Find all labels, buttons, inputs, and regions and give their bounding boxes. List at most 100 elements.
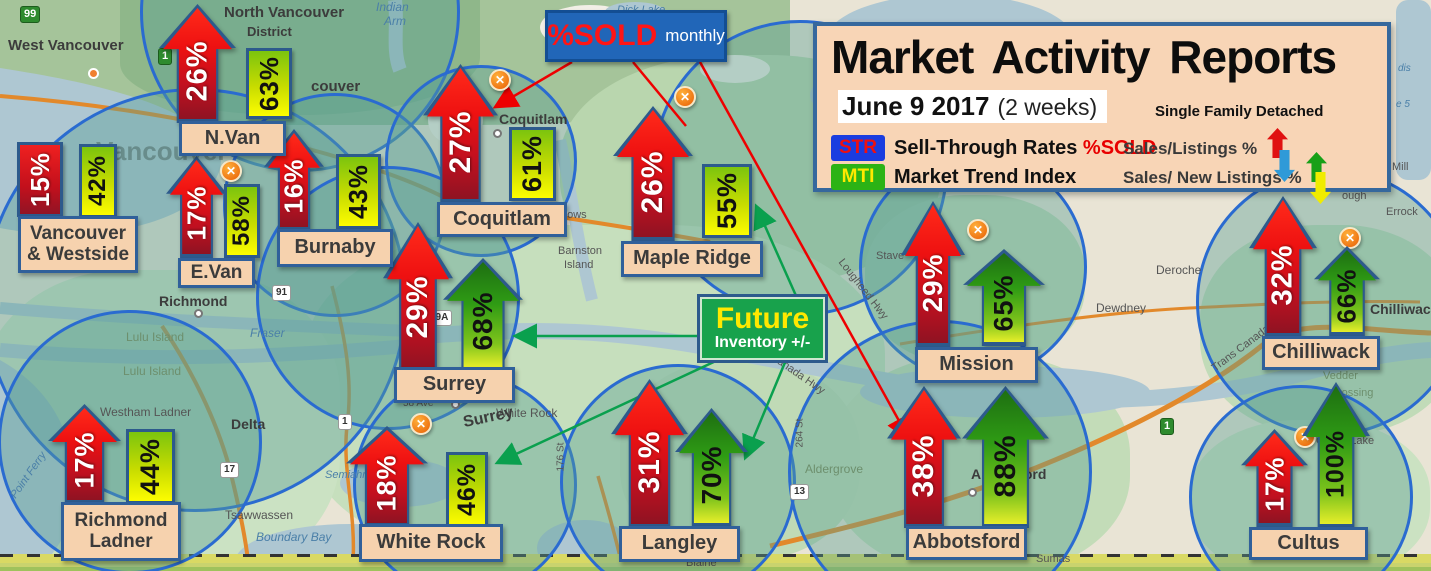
road-shield: 99 <box>20 6 41 24</box>
mti-box-mapleridge: 55% <box>702 164 752 238</box>
map-label: North Vancouver <box>224 4 345 21</box>
str-arrow-abbotsford: 38% <box>887 386 961 528</box>
mti-definition: Market Trend Index <box>894 166 1077 188</box>
str-formula: Sales/Listings % <box>1123 139 1258 158</box>
str-arrow-mission: 29% <box>901 201 965 347</box>
mti-arrow-langley: 70% <box>675 408 748 527</box>
map-label: Fraser <box>250 326 285 340</box>
road-shield: 1 <box>158 48 173 66</box>
city-marker-icon <box>493 129 502 138</box>
map-label: Aldergrove <box>805 462 864 476</box>
map-label: Lulu Island <box>123 364 182 378</box>
sold-callout-label: %SOLD <box>547 19 658 52</box>
mti-formula: Sales/ New Listings % <box>1123 168 1302 187</box>
map-label: Stave <box>876 250 905 262</box>
map-label: Mill <box>1392 161 1409 173</box>
str-arrow-evan: 17% <box>166 156 227 258</box>
str-arrow-whiterock: 18% <box>346 426 428 527</box>
close-marker-icon[interactable]: ✕ <box>1339 227 1361 249</box>
region-label-evan: E.Van <box>178 258 255 288</box>
region-label-chilliwack: Chilliwack <box>1262 336 1380 370</box>
close-marker-icon[interactable]: ✕ <box>674 86 696 108</box>
map-label: 176 St <box>555 442 567 472</box>
map-label: dis <box>1398 63 1411 74</box>
map-label: West Vancouver <box>8 37 124 54</box>
region-label-vancouver: Vancouver & Westside <box>18 216 138 273</box>
str-arrow-cultus: 17% <box>1241 429 1308 527</box>
close-marker-icon[interactable]: ✕ <box>410 413 432 435</box>
region-label-langley: Langley <box>619 526 740 562</box>
map-label: Arm <box>384 14 406 28</box>
report-date-value: June 9 2017 <box>842 91 990 121</box>
map-label: District <box>247 24 292 39</box>
report-date: June 9 2017 (2 weeks) <box>838 90 1108 123</box>
map-label: Richmond <box>159 293 228 309</box>
map-label: Barnston <box>558 245 603 257</box>
map-label: Errock <box>1386 206 1418 218</box>
mti-arrow-mission: 65% <box>963 249 1045 346</box>
map-pin-icon <box>88 68 99 79</box>
page-title: Market Activity Reports <box>831 31 1337 83</box>
str-arrow-nvan: 26% <box>159 4 236 123</box>
mti-arrow-chilliwack: 66% <box>1314 246 1380 336</box>
region-label-burnaby: Burnaby <box>277 229 393 267</box>
mti-box-nvan: 63% <box>246 48 292 119</box>
property-type-label: Single Family Detached <box>1155 103 1324 120</box>
mti-box-richmond: 44% <box>126 429 175 504</box>
region-label-mission: Mission <box>915 347 1038 383</box>
report-date-range: (2 weeks) <box>997 94 1098 120</box>
map-label: 264 St <box>794 418 806 448</box>
region-label-surrey: Surrey <box>394 367 515 403</box>
str-arrow-chilliwack: 32% <box>1249 196 1317 337</box>
region-label-nvan: N.Van <box>179 121 286 156</box>
future-inventory-callout: Future Inventory +/- <box>700 297 825 360</box>
region-label-cultus: Cultus <box>1249 527 1368 560</box>
road-shield: 13 <box>790 484 810 500</box>
close-marker-icon[interactable]: ✕ <box>967 219 989 241</box>
mti-box-burnaby: 43% <box>336 154 381 229</box>
map-label: Sumas <box>1036 553 1071 565</box>
road-shield: 91 <box>272 285 292 301</box>
city-marker-icon <box>194 309 203 318</box>
future-callout-subtitle: Inventory +/- <box>714 333 811 351</box>
map-label: Lulu Island <box>126 330 185 344</box>
sold-monthly-callout: %SOLD monthly <box>545 10 727 62</box>
mti-arrow-abbotsford: 88% <box>962 386 1049 528</box>
str-arrow-mapleridge: 26% <box>613 106 693 241</box>
str-arrow-richmond: 17% <box>48 404 121 504</box>
road-shield: 17 <box>220 462 240 478</box>
legend-panel: Market Activity Reports June 9 2017 (2 w… <box>813 22 1391 192</box>
road-shield: 1 <box>1160 418 1175 436</box>
mti-arrow-surrey: 68% <box>443 258 523 371</box>
map-label: ough <box>1342 190 1367 202</box>
map-label: Deroche <box>1156 263 1202 277</box>
map-label: Dewdney <box>1096 301 1147 315</box>
region-label-richmond: Richmond Ladner <box>61 502 181 561</box>
map-label: e 5 <box>1396 99 1410 110</box>
map-label: couver <box>311 78 361 95</box>
map-label: Boundary Bay <box>256 530 332 544</box>
map-label: Coquitlam <box>499 111 568 127</box>
region-label-coquitlam: Coquitlam <box>437 202 567 237</box>
sold-callout-suffix: monthly <box>665 26 725 45</box>
mti-box-vancouver: 42% <box>79 144 117 218</box>
mti-badge: MTI <box>831 164 885 190</box>
map-label: Delta <box>231 416 266 432</box>
str-definition: Sell-Through Rates %SOLD <box>894 137 1157 159</box>
future-callout-title: Future <box>715 302 810 336</box>
map-label: Blaine <box>686 557 717 569</box>
str-badge: STR <box>831 135 885 161</box>
str-sold-label: %SOLD <box>1082 137 1157 159</box>
mti-box-coquitlam: 61% <box>509 127 556 201</box>
mti-arrow-cultus: 100% <box>1302 382 1370 528</box>
mti-box-whiterock: 46% <box>446 452 488 528</box>
str-bar-vancouver: 15% <box>17 142 63 217</box>
map-label: Indian <box>376 0 409 14</box>
str-arrow-coquitlam: 27% <box>423 64 498 203</box>
region-label-whiterock: White Rock <box>359 524 503 562</box>
mti-box-evan: 58% <box>224 184 260 258</box>
map-label: 58 Ave <box>403 398 434 409</box>
map-label: Island <box>564 259 594 271</box>
map-label: Vedder <box>1323 370 1358 382</box>
